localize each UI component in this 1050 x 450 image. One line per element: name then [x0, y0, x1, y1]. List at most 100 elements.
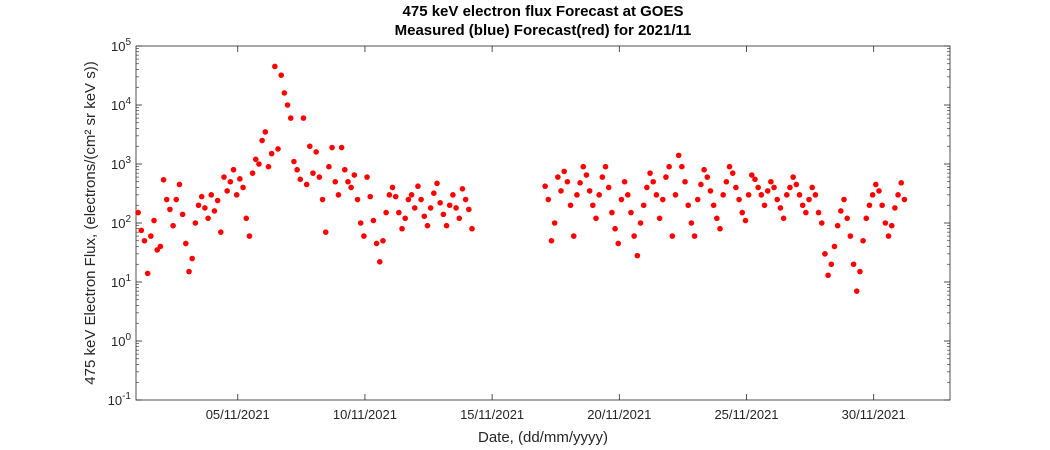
data-point [275, 146, 281, 152]
data-point [764, 188, 771, 194]
data-point [869, 192, 876, 198]
data-point [291, 158, 297, 165]
data-point [160, 176, 167, 183]
data-point [386, 192, 393, 198]
chart-subtitle: Measured (blue) Forecast(red) for 2021/1… [394, 22, 692, 39]
data-point [396, 209, 402, 216]
data-point [672, 192, 679, 198]
data-point [310, 170, 316, 176]
x-tick-label: 25/11/2021 [714, 407, 778, 422]
data-point [367, 193, 374, 200]
data-point [768, 178, 774, 185]
data-point [345, 178, 351, 185]
data-point [151, 217, 157, 224]
data-point [192, 220, 199, 226]
data-point [844, 215, 850, 222]
data-point [307, 143, 313, 150]
data-point [691, 233, 698, 239]
data-point [243, 215, 250, 222]
data-point [431, 190, 437, 196]
data-point [361, 233, 367, 239]
y-axis-label: 475 keV Electron Flux, (electrons/(cm² s… [82, 61, 99, 384]
data-point [771, 184, 777, 191]
data-point [739, 209, 746, 216]
data-point [831, 243, 838, 250]
data-point [252, 156, 259, 163]
data-point [666, 163, 672, 170]
data-point [202, 205, 208, 211]
data-point [755, 184, 761, 191]
data-point [892, 205, 898, 211]
x-tick-label: 10/11/2021 [333, 407, 397, 422]
data-point [240, 184, 246, 191]
data-point [230, 166, 237, 173]
data-point [564, 178, 571, 185]
data-point [335, 192, 342, 198]
data-point [176, 181, 183, 188]
data-point [351, 172, 358, 178]
data-point [399, 225, 405, 232]
data-point [135, 209, 141, 216]
data-point [815, 209, 822, 216]
data-point [326, 163, 332, 170]
data-point [217, 229, 224, 235]
data-point [259, 137, 265, 144]
data-point [701, 166, 707, 173]
data-point [729, 170, 736, 176]
data-point [376, 258, 383, 265]
data-point [424, 222, 431, 229]
data-point [704, 174, 711, 180]
data-point [354, 196, 361, 203]
data-point [272, 63, 278, 70]
data-point [710, 202, 717, 209]
data-point [443, 222, 450, 229]
data-point [586, 188, 593, 194]
data-point [446, 202, 453, 209]
data-point [300, 115, 307, 121]
data-point [679, 163, 685, 170]
x-tick-label: 15/11/2021 [460, 407, 524, 422]
data-point [593, 215, 599, 222]
data-point [879, 202, 885, 209]
data-point [256, 161, 262, 167]
x-tick-label: 20/11/2021 [587, 407, 651, 422]
data-point [462, 196, 469, 203]
data-point [405, 196, 412, 203]
data-point [647, 170, 653, 176]
data-point [656, 215, 663, 222]
data-point [303, 181, 310, 188]
data-point [602, 163, 609, 170]
data-point [866, 202, 873, 209]
data-point [453, 205, 459, 211]
data-point [780, 215, 787, 222]
data-point [720, 192, 726, 198]
data-point [777, 205, 784, 211]
data-point [825, 272, 831, 279]
x-tick-label: 05/11/2021 [206, 407, 270, 422]
data-point [809, 184, 816, 191]
data-point [838, 208, 844, 214]
data-point [198, 193, 205, 200]
data-point [599, 174, 606, 180]
data-point [548, 237, 555, 244]
data-point [332, 178, 339, 185]
data-point [698, 181, 704, 188]
data-point [341, 166, 348, 173]
data-point [268, 150, 275, 157]
data-point [322, 229, 329, 235]
data-point [682, 178, 688, 185]
data-point [402, 215, 409, 222]
data-point [787, 184, 793, 191]
data-point [733, 184, 739, 191]
data-point [694, 196, 701, 203]
data-point [456, 215, 463, 222]
data-point [793, 181, 800, 188]
data-point [898, 180, 905, 186]
data-point [211, 208, 218, 214]
data-point [796, 192, 803, 198]
data-point [653, 192, 660, 198]
data-point [370, 217, 377, 224]
data-point [265, 163, 272, 170]
data-point [723, 178, 730, 185]
